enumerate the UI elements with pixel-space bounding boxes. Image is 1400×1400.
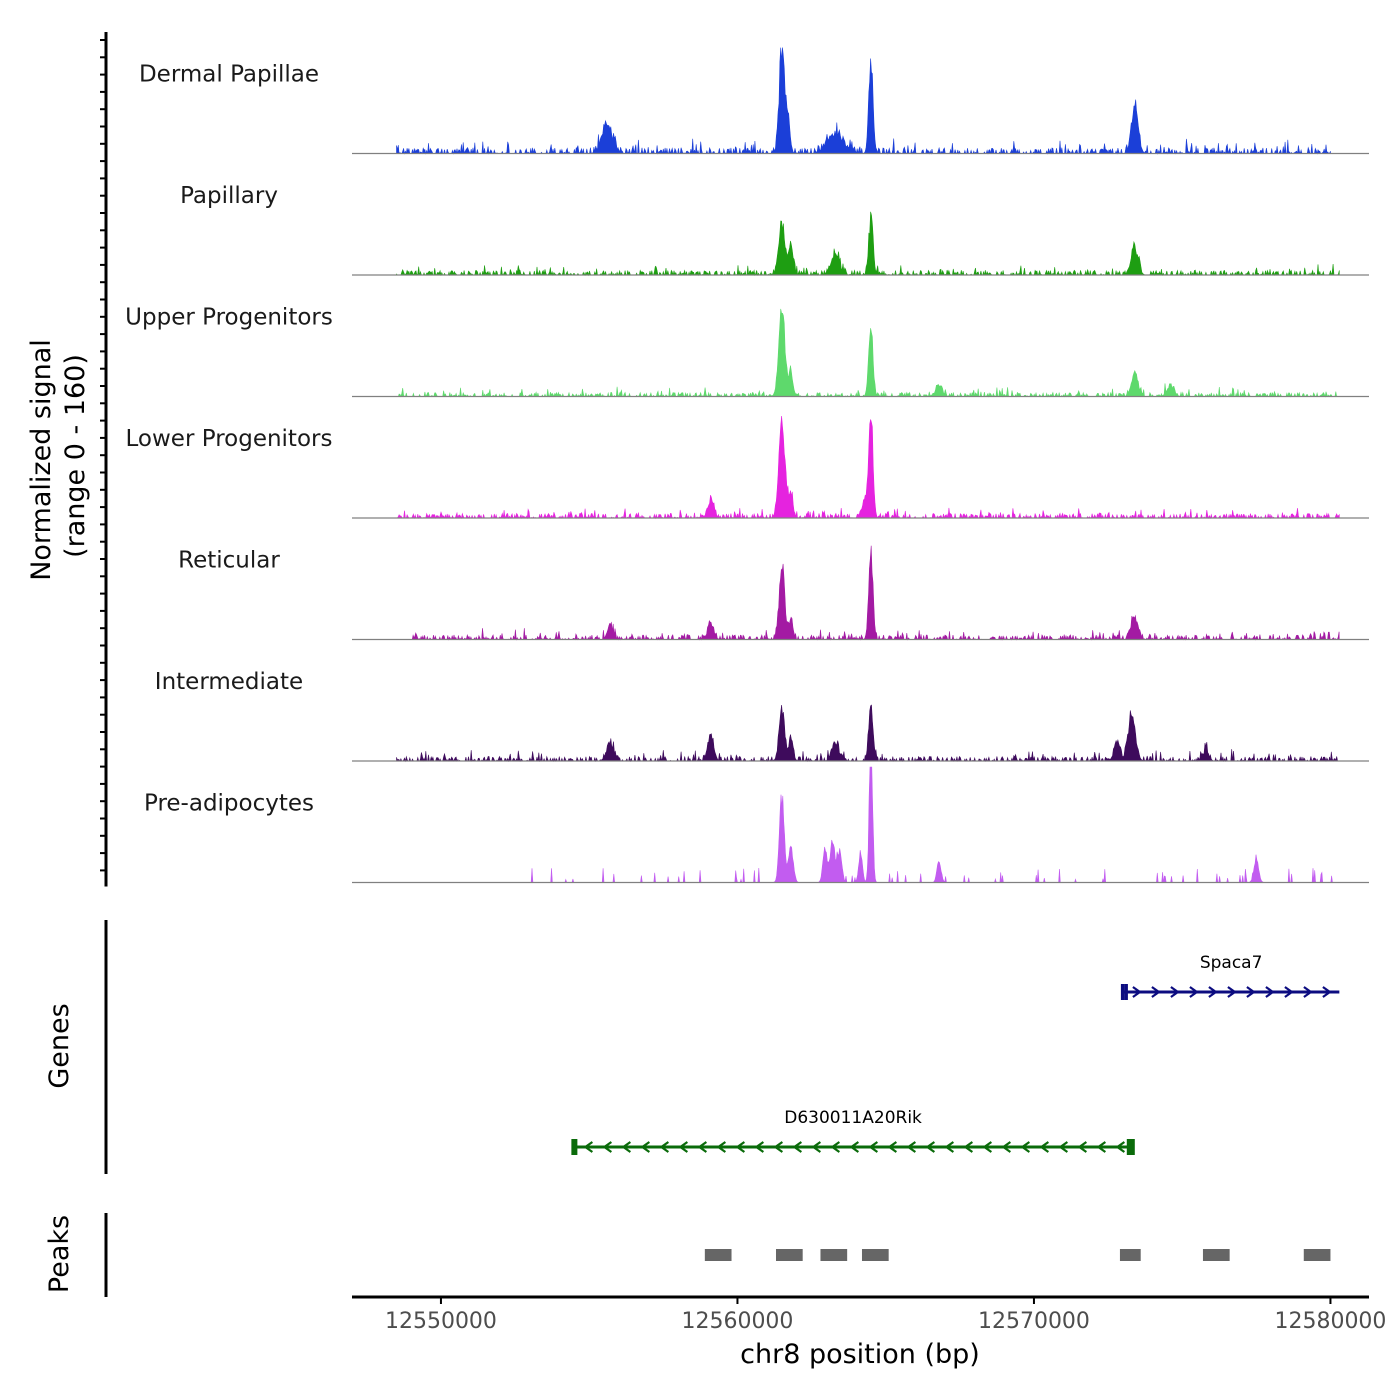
track-label: Papillary <box>180 183 278 209</box>
x-tick-label: 12570000 <box>978 1309 1090 1334</box>
strand-arrow <box>868 1141 879 1153</box>
strand-arrow <box>906 1141 917 1153</box>
genes-panel: Spaca7 D630011A20Rik <box>104 920 1340 1174</box>
peak-region <box>775 1249 803 1261</box>
y-axis-title: Normalized signal <box>26 339 57 581</box>
strand-arrow <box>716 1141 727 1153</box>
peak-region <box>1202 1249 1230 1261</box>
gene-end-cap <box>1124 984 1128 1000</box>
strand-arrow <box>697 1141 708 1153</box>
strand-arrow <box>1208 986 1218 998</box>
track-label: Intermediate <box>155 669 303 695</box>
coverage-series <box>396 308 1340 398</box>
strand-arrow <box>659 1141 670 1153</box>
gene-end-cap <box>1126 1139 1135 1155</box>
track-label: Dermal Papillae <box>139 61 319 87</box>
track-label: Pre-adipocytes <box>144 790 314 816</box>
x-tick-label: 12580000 <box>1274 1309 1386 1334</box>
strand-arrow <box>1096 1141 1107 1153</box>
x-axis-title: chr8 position (bp) <box>740 1339 980 1370</box>
coverage-series <box>411 545 1340 641</box>
strand-arrow <box>944 1141 955 1153</box>
gene-label: D630011A20Rik <box>784 1108 922 1128</box>
coverage-series <box>396 704 1340 763</box>
gene-label: Spaca7 <box>1200 953 1263 973</box>
x-tick-label: 12550000 <box>385 1309 497 1334</box>
peak-region <box>861 1249 889 1261</box>
strand-arrow <box>1115 1141 1126 1153</box>
genes-panel-title: Genes <box>44 1003 75 1088</box>
strand-arrow <box>773 1141 784 1153</box>
strand-arrow <box>602 1141 613 1153</box>
strand-arrow <box>640 1141 651 1153</box>
strand-arrow <box>1284 986 1294 998</box>
x-axis: 12550000 12560000 12570000 12580000 <box>352 1295 1386 1334</box>
coverage-series <box>524 766 1340 883</box>
strand-arrow <box>792 1141 803 1153</box>
coverage-series <box>396 415 1340 520</box>
strand-arrow <box>1039 1141 1050 1153</box>
strand-arrow <box>735 1141 746 1153</box>
track-label: Lower Progenitors <box>126 426 333 452</box>
strand-arrow <box>1077 1141 1088 1153</box>
strand-arrow <box>583 1141 594 1153</box>
y-axis-subtitle: (range 0 - 160) <box>60 354 91 558</box>
x-tick-label: 12560000 <box>681 1309 793 1334</box>
strand-arrow <box>982 1141 993 1153</box>
strand-arrow <box>849 1141 860 1153</box>
peaks-panel <box>104 1213 1331 1297</box>
peaks-panel-title: Peaks <box>44 1215 75 1293</box>
strand-arrow <box>754 1141 765 1153</box>
strand-arrow <box>887 1141 898 1153</box>
strand-arrow <box>830 1141 841 1153</box>
strand-arrow <box>1151 986 1161 998</box>
coverage-series <box>396 211 1340 277</box>
strand-arrow <box>1170 986 1180 998</box>
strand-arrow <box>1322 986 1332 998</box>
strand-arrow <box>1132 986 1142 998</box>
strand-arrow <box>1265 986 1275 998</box>
peak-region <box>820 1249 848 1261</box>
strand-arrow <box>1001 1141 1012 1153</box>
peak-region <box>704 1249 732 1261</box>
strand-arrow <box>1303 986 1313 998</box>
track-label: Upper Progenitors <box>125 304 333 330</box>
peak-region <box>1303 1249 1331 1261</box>
coverage-panel: Dermal Papillae Papillary Upper Progenitor… <box>100 32 1369 887</box>
strand-arrow <box>678 1141 689 1153</box>
strand-arrow <box>1020 1141 1031 1153</box>
strand-arrow <box>963 1141 974 1153</box>
strand-arrow <box>1246 986 1256 998</box>
gene-end-cap <box>1120 984 1125 1000</box>
coverage-series <box>396 47 1331 155</box>
strand-arrow <box>1058 1141 1069 1153</box>
strand-arrow <box>811 1141 822 1153</box>
gene-end-cap <box>571 1139 578 1155</box>
strand-arrow <box>1189 986 1199 998</box>
strand-arrow <box>621 1141 632 1153</box>
strand-arrow <box>925 1141 936 1153</box>
track-label: Reticular <box>178 547 280 573</box>
peak-region <box>1119 1249 1141 1261</box>
strand-arrow <box>1227 986 1237 998</box>
